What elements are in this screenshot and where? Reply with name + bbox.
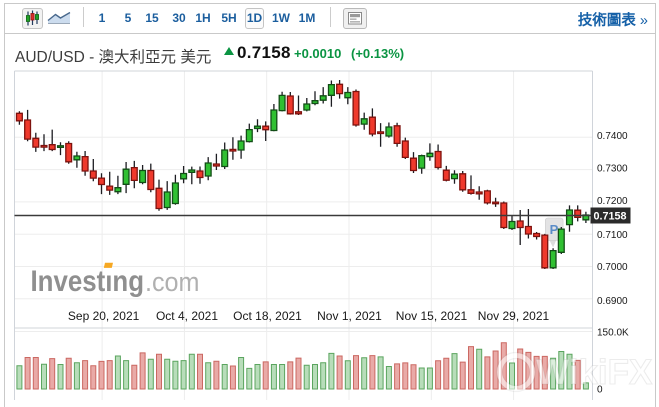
svg-text:Investıng: Investıng — [31, 265, 145, 298]
svg-text:Nov 1, 2021: Nov 1, 2021 — [317, 309, 382, 323]
svg-text:0.7200: 0.7200 — [597, 196, 628, 207]
svg-text:Sep 20, 2021: Sep 20, 2021 — [68, 309, 140, 323]
svg-text:0.7000: 0.7000 — [597, 262, 628, 273]
svg-text:Oct 4, 2021: Oct 4, 2021 — [156, 309, 218, 323]
svg-text:150.0K: 150.0K — [597, 328, 629, 339]
svg-text:WikiFX: WikiFX — [536, 353, 653, 392]
svg-text:0.7158: 0.7158 — [594, 210, 627, 222]
svg-text:Oct 18, 2021: Oct 18, 2021 — [233, 309, 302, 323]
svg-text:0.7400: 0.7400 — [597, 131, 628, 142]
svg-text:0.7300: 0.7300 — [597, 164, 628, 175]
svg-text:Nov 15, 2021: Nov 15, 2021 — [396, 309, 468, 323]
svg-text:.com: .com — [145, 267, 200, 297]
svg-text:P: P — [550, 222, 559, 237]
svg-text:Nov 29, 2021: Nov 29, 2021 — [478, 309, 550, 323]
svg-text:0: 0 — [597, 385, 603, 396]
svg-text:0.7100: 0.7100 — [597, 230, 628, 241]
svg-text:0.6900: 0.6900 — [597, 296, 628, 307]
